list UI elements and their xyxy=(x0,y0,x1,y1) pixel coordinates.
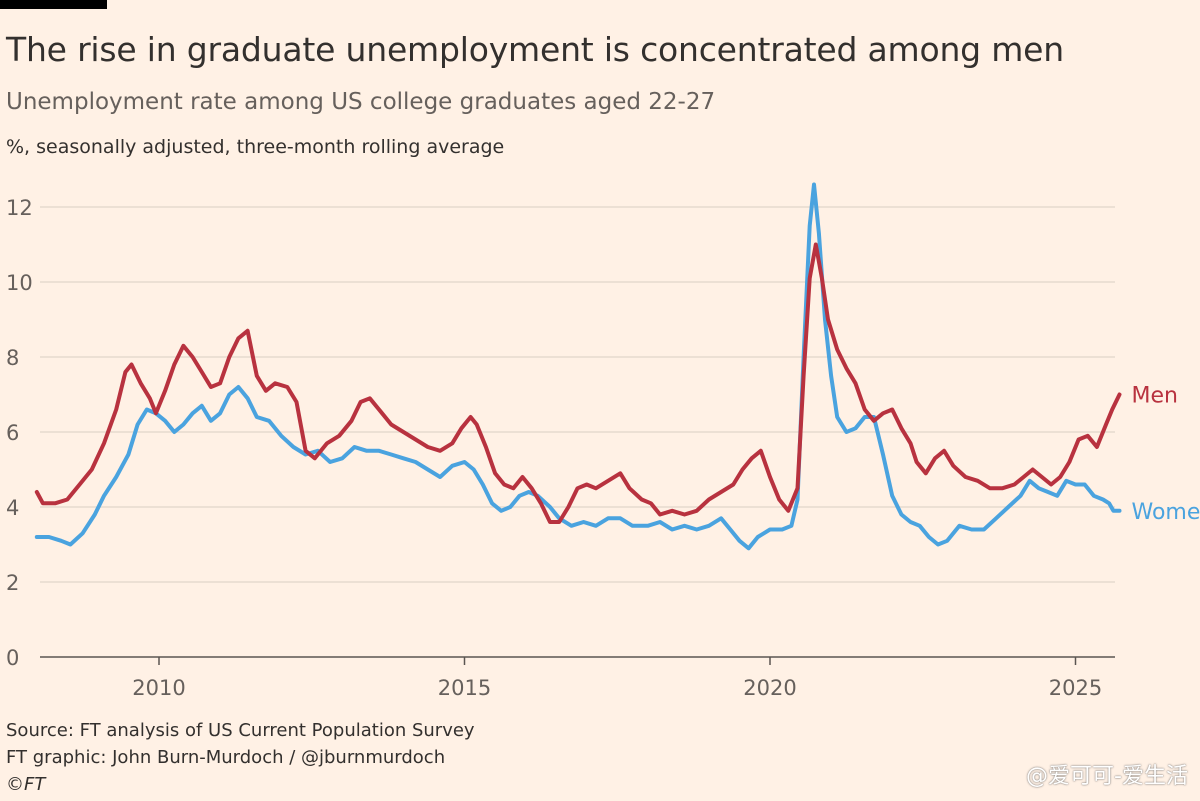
x-tick-label: 2020 xyxy=(743,676,796,700)
series-label-women: Women xyxy=(1131,500,1200,525)
x-tick-label: 2025 xyxy=(1049,676,1102,700)
watermark: @爱可可-爱生活 xyxy=(1026,764,1188,789)
x-tick-label: 2015 xyxy=(438,676,491,700)
chart-subtitle: Unemployment rate among US college gradu… xyxy=(6,89,716,115)
y-tick-label: 0 xyxy=(6,646,19,670)
y-tick-label: 4 xyxy=(6,496,19,520)
y-tick-label: 2 xyxy=(6,571,19,595)
y-tick-label: 8 xyxy=(6,346,19,370)
source-note: Source: FT analysis of US Current Popula… xyxy=(6,720,475,741)
ft-top-bar xyxy=(0,0,107,9)
x-tick-label: 2010 xyxy=(132,676,185,700)
unit-note: %, seasonally adjusted, three-month roll… xyxy=(6,136,505,158)
copyright-note: ©FT xyxy=(6,774,46,795)
credit-note: FT graphic: John Burn-Murdoch / @jburnmu… xyxy=(6,747,446,768)
y-tick-label: 6 xyxy=(6,421,19,445)
series-line-men xyxy=(34,242,1122,524)
series-label-men: Men xyxy=(1131,384,1177,409)
y-tick-label: 12 xyxy=(6,196,33,220)
series-line-women xyxy=(34,182,1122,551)
y-tick-label: 10 xyxy=(6,271,33,295)
chart-title: The rise in graduate unemployment is con… xyxy=(6,30,1064,69)
